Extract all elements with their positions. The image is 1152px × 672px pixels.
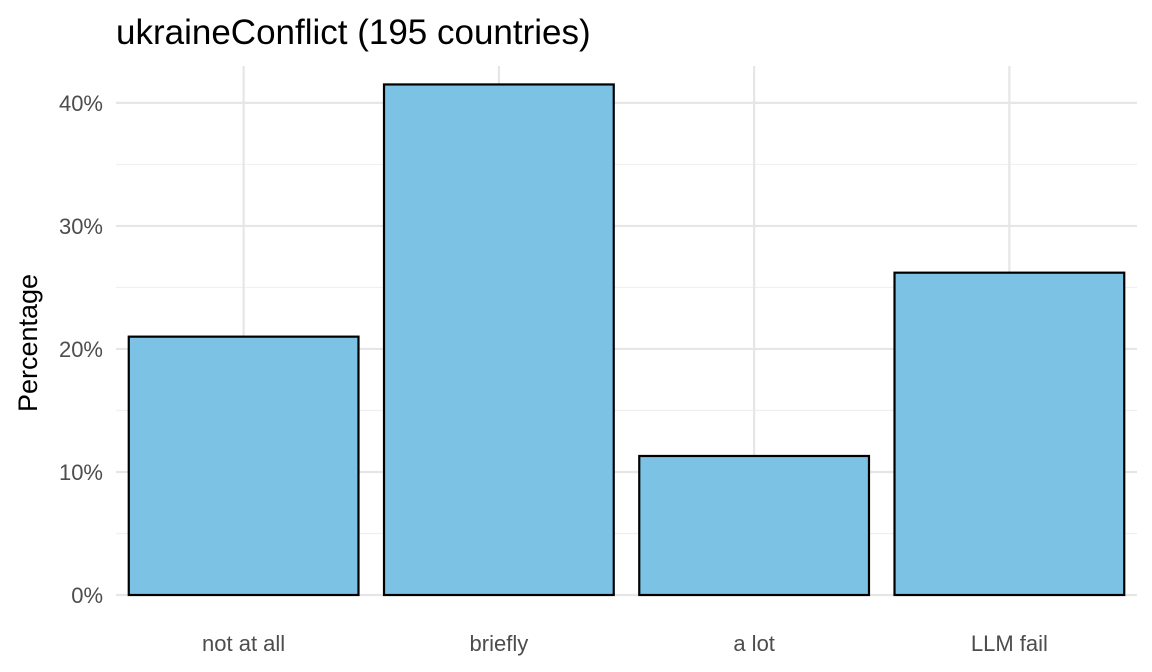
- y-tick-label: 30%: [59, 214, 103, 239]
- y-tick-label: 40%: [59, 91, 103, 116]
- x-tick-label: briefly: [470, 631, 529, 656]
- y-axis-ticks: 0% 10% 20% 30% 40%: [59, 91, 103, 608]
- bar-llm-fail: [893, 271, 1126, 597]
- y-tick-label: 0%: [71, 583, 103, 608]
- y-tick-label: 20%: [59, 337, 103, 362]
- x-tick-label: a lot: [733, 631, 775, 656]
- x-axis-ticks: not at all briefly a lot LLM fail: [202, 631, 1048, 656]
- bar-not-at-all: [127, 335, 360, 597]
- y-axis-label: Percentage: [13, 274, 43, 412]
- bars: [127, 83, 1126, 597]
- bar-a-lot: [638, 454, 871, 597]
- bar-briefly: [382, 83, 615, 597]
- y-tick-label: 10%: [59, 460, 103, 485]
- x-tick-label: not at all: [202, 631, 285, 656]
- x-tick-label: LLM fail: [971, 631, 1048, 656]
- chart-title: ukraineConflict (195 countries): [116, 13, 591, 52]
